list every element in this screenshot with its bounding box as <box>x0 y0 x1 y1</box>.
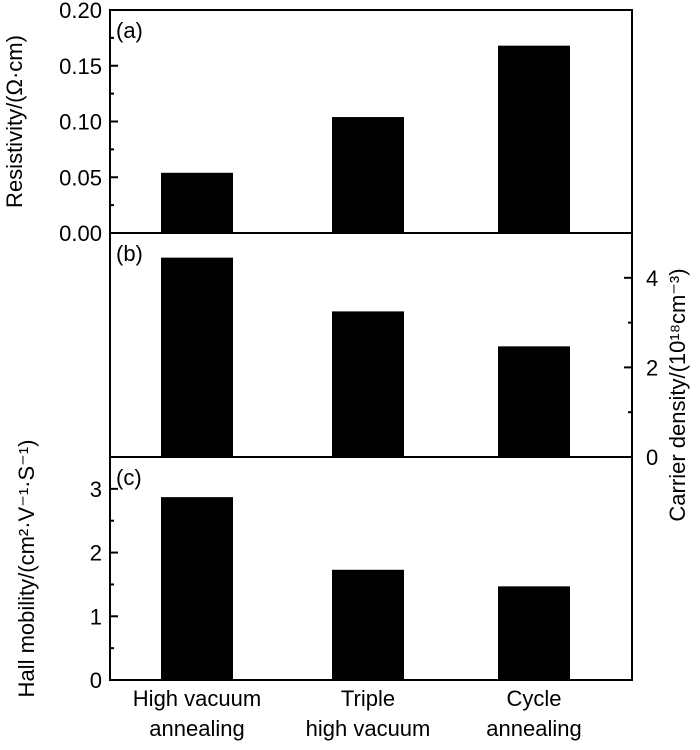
category-label: high vacuum <box>306 716 431 741</box>
tick-label: 0.20 <box>59 0 102 23</box>
panel-label: (c) <box>116 465 142 490</box>
tick-label: 2 <box>90 541 102 566</box>
bar-panel-3-2 <box>332 569 404 680</box>
y-axis-title-1: Resistivity/(Ω·cm) <box>2 35 27 208</box>
panel-frame-3 <box>109 456 633 681</box>
tick-label: 0.05 <box>59 165 102 190</box>
category-label: annealing <box>320 746 415 750</box>
category-label: Cycle <box>506 686 561 711</box>
tick-label: 2 <box>646 355 658 380</box>
category-label: Triple <box>341 686 395 711</box>
panel-label: (a) <box>116 18 143 43</box>
category-label: annealing <box>486 716 581 741</box>
tick-label: 0 <box>646 445 658 470</box>
category-label: High vacuum <box>133 686 261 711</box>
tick-label: 4 <box>646 266 658 291</box>
y-axis-title-2: Carrier density/(10¹⁸cm⁻³) <box>665 268 690 521</box>
bar-panel-2-2 <box>332 311 404 457</box>
category-label: annealing <box>149 716 244 741</box>
tick-label: 0.00 <box>59 221 102 246</box>
tick-label: 0.10 <box>59 110 102 135</box>
bar-panel-1-1 <box>161 172 233 233</box>
tick-label: 0.15 <box>59 54 102 79</box>
bar-panel-2-3 <box>498 346 570 457</box>
tick-label: 3 <box>90 477 102 502</box>
bar-panel-2-1 <box>161 257 233 457</box>
panel-label: (b) <box>116 241 143 266</box>
bar-panel-1-3 <box>498 45 570 234</box>
tick-label: 0 <box>90 668 102 693</box>
bar-panel-3-1 <box>161 497 233 680</box>
tick-label: 1 <box>90 604 102 629</box>
bar-panel-3-3 <box>498 586 570 680</box>
bar-panel-1-2 <box>332 117 404 233</box>
y-axis-title-3: Hall mobility/(cm²·V⁻¹·S⁻¹) <box>14 440 39 698</box>
